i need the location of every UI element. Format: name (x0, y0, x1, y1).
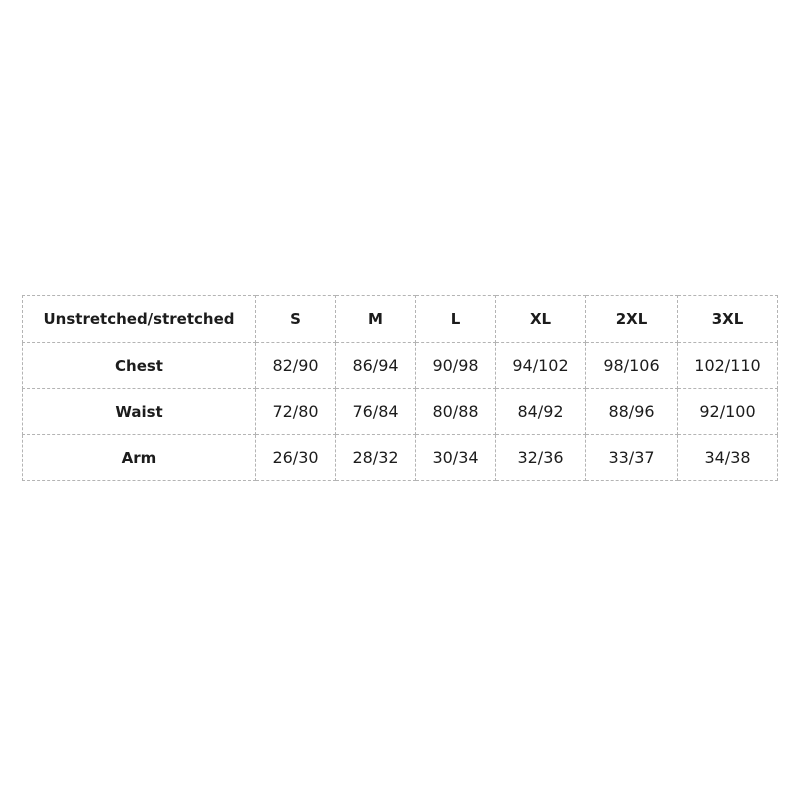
arm-2xl-value: 33/37 (585, 434, 678, 481)
chest-m-value: 86/94 (335, 342, 416, 389)
row-label-arm: Arm (22, 434, 256, 481)
chest-2xl-value: 98/106 (585, 342, 678, 389)
arm-s-value: 26/30 (255, 434, 336, 481)
arm-xl-value: 32/36 (495, 434, 586, 481)
row-label-waist: Waist (22, 388, 256, 435)
column-header-m: M (335, 295, 416, 343)
column-header-l: L (415, 295, 496, 343)
table-row-chest: Chest 82/90 86/94 90/98 94/102 98/106 10… (22, 342, 778, 389)
column-header-3xl: 3XL (677, 295, 778, 343)
waist-3xl-value: 92/100 (677, 388, 778, 435)
header-cell-label: Unstretched/stretched (22, 295, 256, 343)
waist-s-value: 72/80 (255, 388, 336, 435)
arm-3xl-value: 34/38 (677, 434, 778, 481)
arm-m-value: 28/32 (335, 434, 416, 481)
column-header-2xl: 2XL (585, 295, 678, 343)
waist-l-value: 80/88 (415, 388, 496, 435)
chest-s-value: 82/90 (255, 342, 336, 389)
row-label-chest: Chest (22, 342, 256, 389)
table-row-arm: Arm 26/30 28/32 30/34 32/36 33/37 34/38 (22, 434, 778, 481)
size-chart-table: Unstretched/stretched S M L XL 2XL 3XL C… (22, 295, 778, 481)
table-row-waist: Waist 72/80 76/84 80/88 84/92 88/96 92/1… (22, 388, 778, 435)
arm-l-value: 30/34 (415, 434, 496, 481)
waist-m-value: 76/84 (335, 388, 416, 435)
chest-3xl-value: 102/110 (677, 342, 778, 389)
chest-xl-value: 94/102 (495, 342, 586, 389)
waist-2xl-value: 88/96 (585, 388, 678, 435)
waist-xl-value: 84/92 (495, 388, 586, 435)
column-header-xl: XL (495, 295, 586, 343)
chest-l-value: 90/98 (415, 342, 496, 389)
column-header-s: S (255, 295, 336, 343)
header-row: Unstretched/stretched S M L XL 2XL 3XL (22, 295, 778, 343)
